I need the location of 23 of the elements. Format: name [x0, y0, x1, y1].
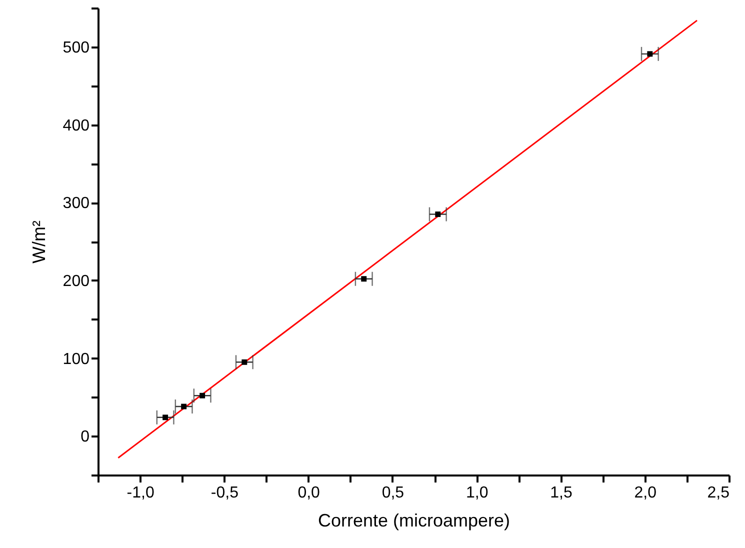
x-tick-label: -0,5: [210, 484, 239, 502]
point: [435, 212, 441, 217]
point: [181, 404, 187, 410]
y-axis-title: W/m²: [28, 220, 49, 264]
y-tick-label: 0: [80, 428, 90, 446]
point: [242, 359, 248, 365]
x-tick-label: 2,5: [707, 484, 730, 502]
y-tick-label: 400: [62, 117, 90, 134]
x-tick-label: 2,0: [634, 484, 657, 502]
y-tick-label: 200: [62, 272, 90, 290]
y-tick-label: 100: [62, 350, 90, 368]
x-tick-label: 1,0: [466, 484, 488, 502]
x-tick-label: 0,0: [298, 484, 320, 502]
point: [200, 392, 206, 398]
x-axis-title: Corrente (microampere): [318, 510, 510, 530]
y-tick-label: 500: [62, 39, 90, 56]
x-tick-label: -1,0: [126, 484, 154, 502]
x-tick-label: 0,5: [382, 484, 404, 502]
point: [162, 414, 168, 420]
point: [647, 51, 653, 57]
y-tick-label: 300: [62, 195, 90, 212]
x-tick-label: 1,5: [550, 484, 572, 502]
point: [361, 276, 367, 282]
